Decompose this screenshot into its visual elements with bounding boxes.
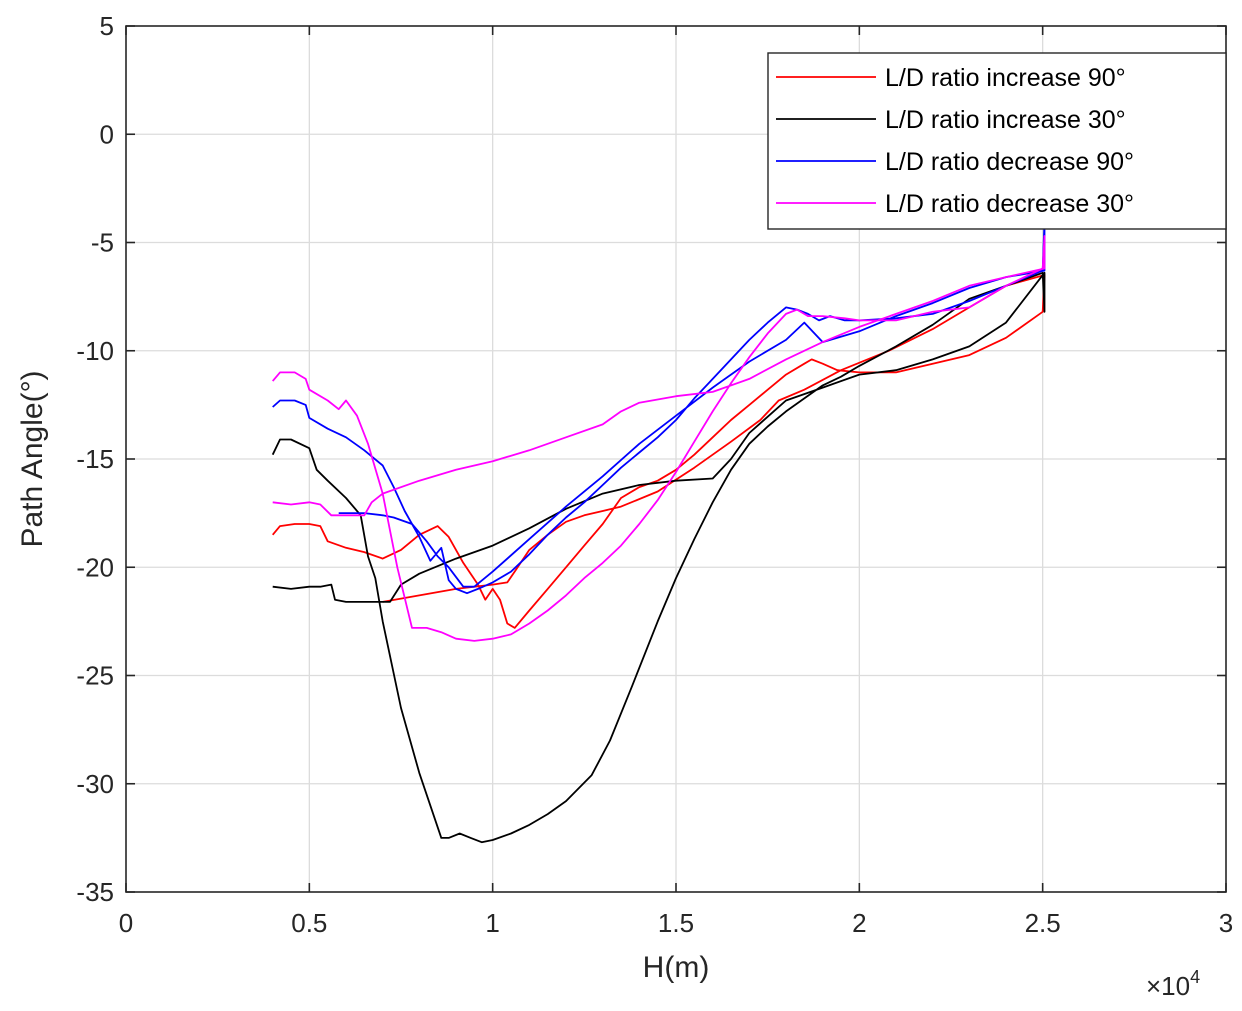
legend-box (767, 52, 1227, 230)
y-tick-label: -35 (76, 877, 114, 907)
y-tick-label: -20 (76, 552, 114, 582)
y-tick-label: -10 (76, 336, 114, 366)
y-tick-label: 5 (100, 11, 114, 41)
x-tick-label: 3 (1219, 908, 1233, 938)
series-layer (271, 220, 1046, 844)
y-tick-label: -30 (76, 769, 114, 799)
legend: L/D ratio increase 90° L/D ratio increase… (767, 52, 1227, 230)
grid (126, 26, 1226, 892)
legend-label-3: L/D ratio decrease 90° (885, 148, 1134, 176)
x-exponent-power: 4 (1190, 967, 1200, 987)
series-line-2 (271, 271, 1046, 844)
x-tick-label: 2 (852, 908, 866, 938)
series-line-1 (272, 274, 1046, 629)
ticks: 0 0.5 1 1.5 2 2.5 3 5 0 -5 -10 -15 -20 -25 -30 -35 (76, 11, 1233, 938)
x-exponent-base: ×10 (1146, 971, 1190, 1001)
series-line-4 (272, 235, 1046, 642)
x-tick-label: 0.5 (291, 908, 327, 938)
x-axis-title: H(m) (643, 951, 710, 984)
y-tick-label: -5 (91, 228, 114, 258)
x-tick-label: 0 (119, 908, 133, 938)
y-tick-label: 0 (100, 119, 114, 149)
x-tick-label: 1 (485, 908, 499, 938)
x-tick-label: 1.5 (658, 908, 694, 938)
x-tick-label: 2.5 (1025, 908, 1061, 938)
x-exponent-label: ×104 (1146, 967, 1200, 1001)
y-tick-label: -25 (76, 661, 114, 691)
legend-label-1: L/D ratio increase 90° (885, 64, 1126, 92)
legend-label-4: L/D ratio decrease 30° (885, 190, 1134, 218)
y-axis-title: Path Angle(°) (16, 370, 49, 547)
legend-label-2: L/D ratio increase 30° (885, 106, 1126, 134)
series-line-3 (272, 220, 1046, 595)
y-tick-label: -15 (76, 444, 114, 474)
